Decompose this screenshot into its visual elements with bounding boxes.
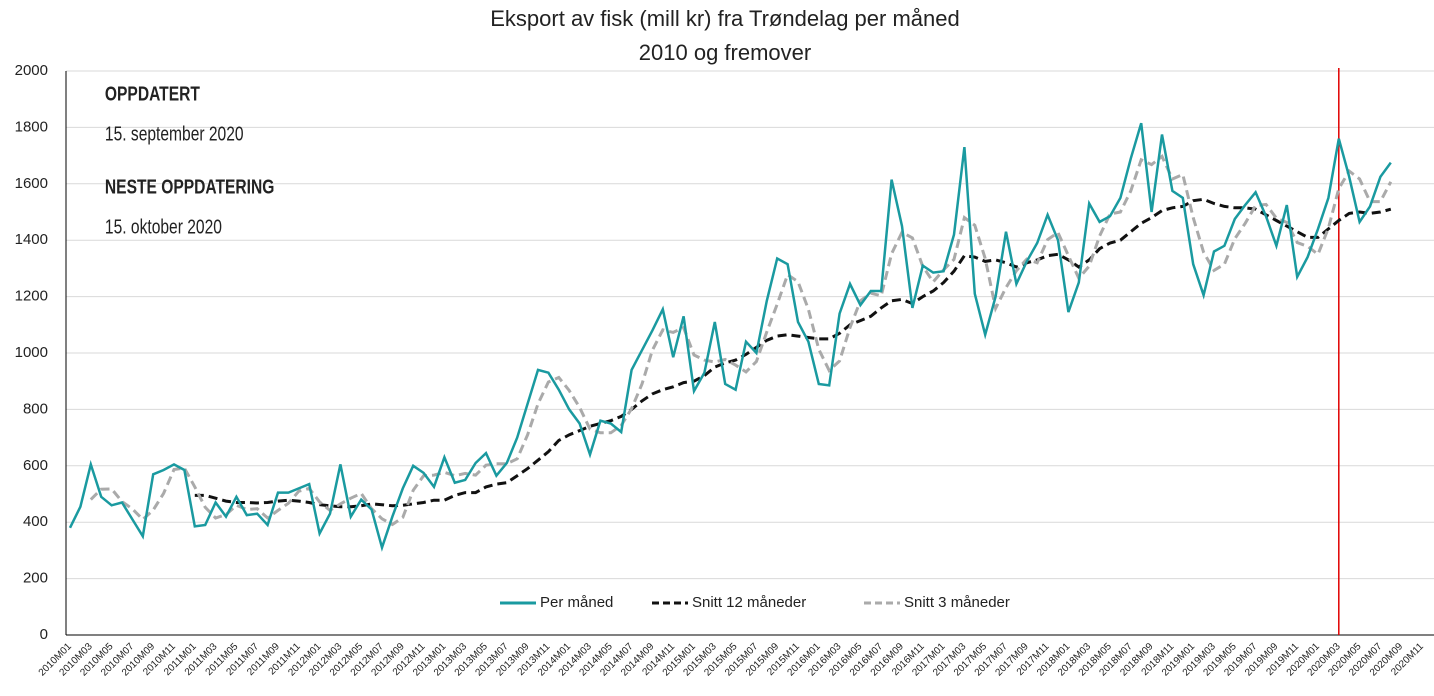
annotation: 15. september 2020 — [105, 122, 244, 144]
y-tick-label: 1400 — [15, 231, 48, 248]
y-tick-label: 600 — [23, 457, 48, 474]
annotation: 15. oktober 2020 — [105, 215, 222, 237]
annotation: NESTE OPPDATERING — [105, 175, 274, 197]
series-line — [89, 154, 1393, 527]
y-tick-label: 200 — [23, 570, 48, 587]
y-tick-label: 1800 — [15, 118, 48, 135]
y-tick-label: 1600 — [15, 175, 48, 192]
series-line — [194, 197, 1392, 509]
y-tick-label: 0 — [40, 626, 48, 643]
chart-title: Eksport av fisk (mill kr) fra Trøndelag … — [490, 6, 959, 31]
chart-subtitle: 2010 og fremover — [639, 40, 811, 65]
y-tick-label: 800 — [23, 400, 48, 417]
y-tick-label: 400 — [23, 513, 48, 530]
y-tick-label: 1000 — [15, 344, 48, 361]
y-tick-label: 2000 — [15, 62, 48, 79]
legend-label: Snitt 3 måneder — [904, 594, 1010, 611]
y-tick-label: 1200 — [15, 288, 48, 305]
annotation: OPPDATERT — [105, 82, 200, 104]
series-line — [68, 122, 1392, 552]
legend-label: Snitt 12 måneder — [692, 594, 806, 611]
legend-label: Per måned — [540, 594, 613, 611]
